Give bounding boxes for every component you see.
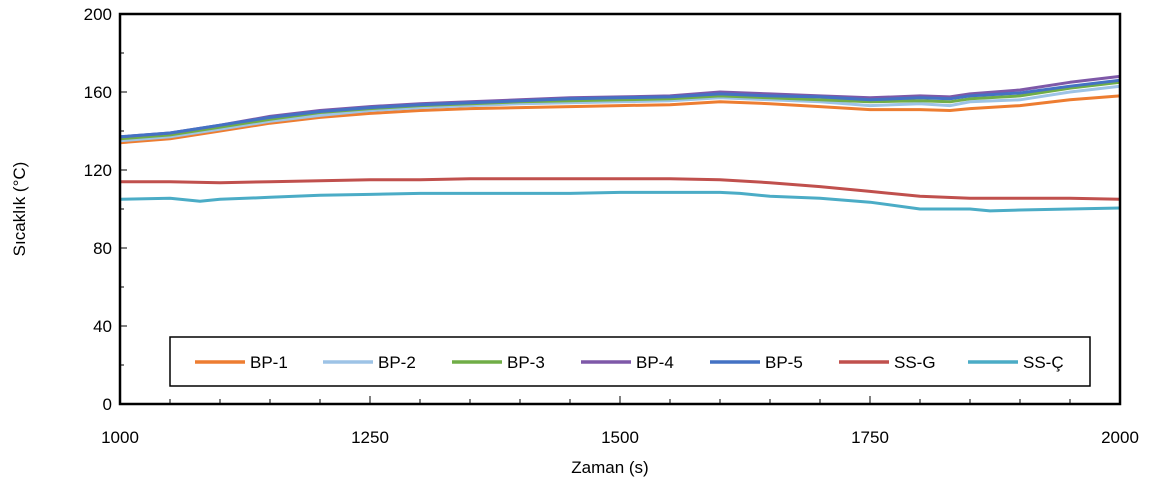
y-tick-label: 120 (84, 161, 112, 180)
x-tick-label: 1500 (601, 428, 639, 447)
y-axis-title: Sıcaklık (°C) (10, 162, 29, 257)
x-axis-title: Zaman (s) (571, 458, 648, 477)
series-line-bp-3 (119, 80, 1121, 141)
y-tick-label: 200 (84, 5, 112, 24)
legend: BP-1 BP-2 BP-3 BP-4 BP-5 SS-G SS-Ç (169, 336, 1091, 387)
legend-label: BP-4 (636, 353, 674, 372)
legend-label: BP-2 (378, 353, 416, 372)
x-tick-label: 1750 (851, 428, 889, 447)
series-line-bp-1 (119, 94, 1121, 145)
x-tick-label: 1000 (101, 428, 139, 447)
series-line-ss-g (120, 177, 1121, 201)
series-lines (119, 74, 1121, 213)
legend-label: SS-G (894, 353, 936, 372)
series-line-ss-ç (119, 190, 1121, 213)
legend-label: BP-3 (507, 353, 545, 372)
legend-label: SS-Ç (1023, 353, 1064, 372)
y-tick-label: 160 (84, 83, 112, 102)
plot-area (118, 12, 1122, 406)
y-tick-label: 40 (93, 317, 112, 336)
series-line-bp-5 (119, 78, 1121, 139)
series-line-bp-2 (119, 84, 1121, 143)
y-tick-label: 80 (93, 239, 112, 258)
y-tick-label: 0 (103, 395, 112, 414)
x-tick-label: 2000 (1101, 428, 1139, 447)
legend-label: BP-5 (765, 353, 803, 372)
legend-label: BP-1 (250, 353, 288, 372)
x-tick-label: 1250 (351, 428, 389, 447)
tick-labels: 0 40 80 120 160 200 1000 1250 1500 1750 2000 (84, 5, 1139, 447)
